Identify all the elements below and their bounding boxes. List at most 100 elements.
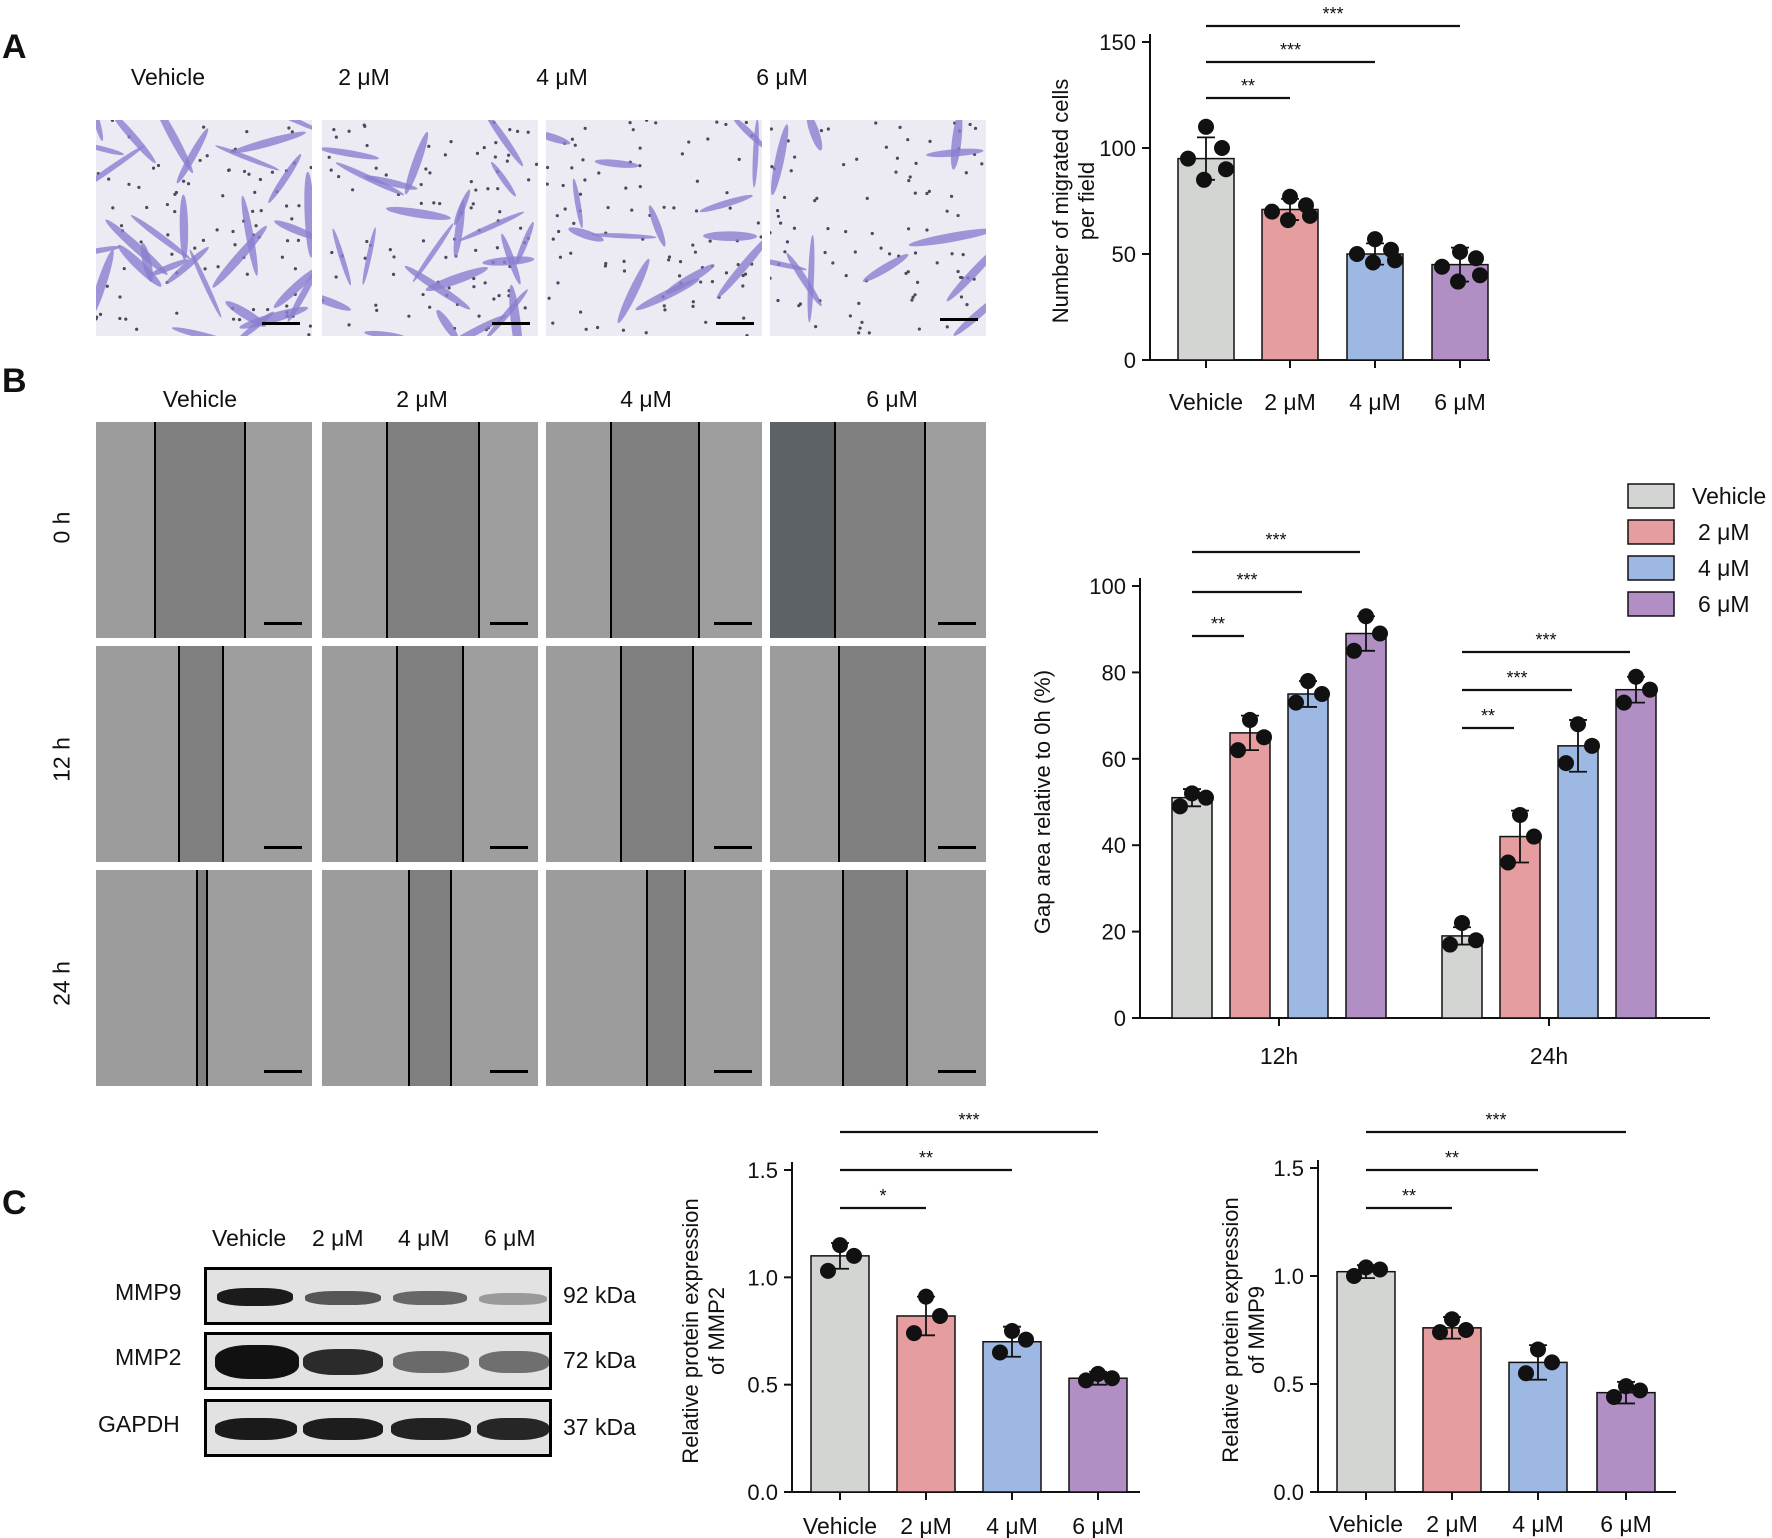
mmp2-6-m-point	[1090, 1365, 1106, 1382]
pore-dot	[330, 250, 334, 255]
pore-dot	[251, 209, 255, 213]
pore-dot	[173, 209, 177, 214]
stained-cell	[546, 130, 571, 145]
pore-dot	[583, 178, 587, 182]
pore-dot	[334, 275, 338, 279]
scale-bar	[264, 1070, 302, 1073]
significance-label: **	[1445, 1148, 1459, 1168]
pore-dot	[137, 185, 141, 189]
legend-swatch-4-m	[1627, 555, 1675, 581]
pore-dot	[672, 206, 676, 210]
pore-dot	[842, 162, 846, 167]
pore-dot	[595, 325, 600, 330]
pore-dot	[913, 293, 917, 297]
pore-dot	[392, 255, 396, 259]
pore-dot	[119, 224, 124, 228]
gap-12h-4-m-point	[1314, 686, 1330, 702]
pore-dot	[741, 273, 745, 278]
gap-edge-line	[450, 870, 452, 1086]
stained-cell	[212, 225, 267, 288]
cell-monolayer	[906, 870, 986, 1086]
pore-dot	[578, 192, 583, 196]
pore-dot	[497, 294, 501, 298]
y-tick-label: 20	[1102, 920, 1126, 945]
cell-monolayer	[322, 646, 396, 862]
pore-dot	[527, 178, 531, 182]
pore-dot	[742, 316, 746, 320]
pore-dot	[728, 206, 732, 210]
scratch-gap	[386, 422, 478, 638]
gap-12h-vehicle-bar	[1171, 796, 1213, 1019]
pore-dot	[945, 325, 949, 329]
scratch-gap	[396, 646, 462, 862]
mmp9-4-m-point	[1518, 1365, 1534, 1382]
pore-dot	[973, 126, 978, 130]
y-axis-label: Gap area relative to 0h (%)	[1030, 670, 1055, 934]
mmp9-2-m-point	[1458, 1322, 1474, 1338]
pore-dot	[848, 314, 852, 318]
cell-monolayer	[96, 422, 154, 638]
pore-dot	[622, 259, 626, 263]
pore-dot	[233, 243, 237, 247]
blot-protein-mmp2: MMP2	[115, 1344, 182, 1370]
stained-cell	[386, 206, 451, 220]
pore-dot	[127, 182, 131, 186]
x-tick-label-vehicle: Vehicle	[803, 1513, 877, 1538]
pore-dot	[251, 308, 256, 312]
pore-dot	[202, 125, 206, 129]
pore-dot	[884, 145, 888, 149]
pore-dot	[945, 209, 949, 213]
blot-label-vehicle: Vehicle	[212, 1225, 287, 1251]
pore-dot	[547, 296, 551, 300]
legend-label-4-m: 4 μM	[1698, 555, 1750, 581]
significance-label: ***	[1506, 668, 1527, 688]
stained-cell	[335, 162, 404, 196]
y-tick-label: 1.5	[747, 1158, 778, 1183]
pore-dot	[444, 255, 448, 259]
pore-dot	[844, 274, 848, 278]
mmp2-6-m-bar	[1068, 1377, 1128, 1493]
mmp9-6-m-point	[1618, 1378, 1634, 1395]
significance-label: *	[879, 1186, 886, 1206]
stained-cell	[436, 309, 459, 336]
cell-monolayer	[698, 422, 762, 638]
pore-dot	[706, 137, 710, 141]
pore-dot	[737, 157, 741, 161]
panel-b-label-4um: 4 μM	[620, 386, 672, 412]
y-tick-label: 0	[1114, 1006, 1126, 1031]
transwell-image-2um	[322, 120, 538, 336]
mmp2-4-m-bar	[982, 1340, 1042, 1493]
migration-6-m-point	[1452, 243, 1468, 260]
pore-dot	[853, 250, 857, 254]
pore-dot	[857, 301, 861, 305]
pore-dot	[584, 327, 588, 331]
y-tick-label: 0.5	[747, 1373, 778, 1398]
mmp2-vehicle-bar	[810, 1255, 870, 1493]
pore-dot	[691, 304, 695, 308]
mmp9-6-m-bar	[1596, 1391, 1656, 1493]
scratch-gap	[620, 646, 692, 862]
mmp9-vehicle-point	[1346, 1268, 1362, 1284]
pore-dot	[844, 230, 848, 234]
gap-24h-4-m-bar	[1557, 745, 1599, 1019]
blot-protein-mmp9: MMP9	[115, 1279, 182, 1305]
cell-monolayer	[692, 646, 762, 862]
gap-edge-line	[462, 646, 464, 862]
pore-dot	[421, 292, 425, 297]
pore-dot	[778, 221, 783, 225]
mmp2-2-m-point	[918, 1288, 934, 1305]
scratch-gap	[646, 870, 684, 1086]
pore-dot	[96, 315, 99, 319]
significance-label: **	[919, 1148, 933, 1168]
stained-cell	[862, 254, 909, 282]
pore-dot	[724, 122, 728, 127]
mmp9-vehicle-point	[1372, 1261, 1388, 1278]
gap-edge-line	[620, 646, 622, 862]
pore-dot	[894, 170, 898, 174]
pore-dot	[166, 233, 170, 237]
scratch-image	[322, 422, 538, 638]
significance-label: ***	[1236, 570, 1257, 590]
pore-dot	[630, 208, 634, 212]
x-tick-label-6-m: 6 μM	[1434, 389, 1486, 415]
panel-c-letter: C	[2, 1184, 27, 1222]
